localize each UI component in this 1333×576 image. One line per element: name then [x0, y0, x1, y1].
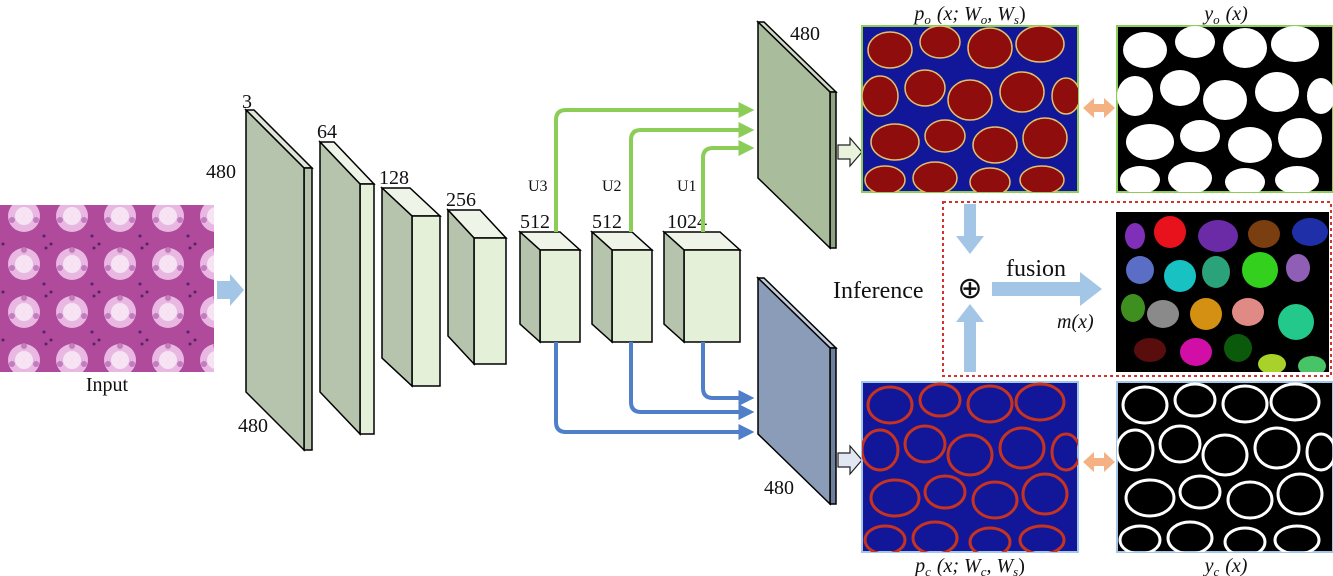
contour-ground-truth-map: [1116, 381, 1333, 553]
input-label: Input: [86, 374, 129, 396]
encoder-block-2: [318, 140, 376, 436]
object-ground-truth-title: yo (x): [1202, 3, 1248, 27]
object-output-layer: [756, 20, 838, 250]
object-probability-map: [861, 25, 1079, 193]
inference-label: Inference: [833, 278, 924, 304]
contour-output-size: 480: [764, 477, 794, 499]
encoder-block-5: [518, 230, 582, 344]
channel-label-7: 1024: [667, 211, 707, 233]
inference-up-arrow: [956, 304, 984, 372]
contour-probability-map: [861, 381, 1079, 553]
contour-output-layer: [756, 276, 838, 506]
channel-label-3: 128: [379, 167, 409, 189]
contour-compare-arrow: [1083, 452, 1115, 472]
input-image: [0, 205, 214, 372]
encoder-block-3: [380, 186, 442, 388]
input-arrow: [217, 274, 244, 306]
encoder-block-4: [446, 208, 508, 366]
upsample-label-u2: U2: [602, 178, 622, 195]
encoder-block-6: [590, 230, 654, 344]
inference-down-arrow: [956, 204, 984, 254]
contour-to-prob-arrow: [837, 444, 863, 476]
contour-ground-truth-title: yc (x): [1203, 555, 1248, 576]
inference-box: [942, 201, 1332, 377]
fusion-operator: ⊕: [957, 272, 982, 305]
channel-label-1: 3: [242, 91, 252, 113]
encoder-block-1: [244, 108, 314, 452]
channel-label-5: 512: [520, 211, 550, 233]
upsample-label-u1: U1: [677, 178, 697, 195]
object-ground-truth-map: [1116, 25, 1333, 193]
channel-label-2: 64: [317, 121, 337, 143]
object-compare-arrow: [1083, 98, 1115, 118]
instance-segmentation-map: [1116, 212, 1329, 372]
fusion-result-label: m(x): [1057, 311, 1094, 333]
channel-label-6: 512: [592, 211, 622, 233]
upsample-arrows-object: [554, 102, 755, 232]
encoder-block-7: [662, 230, 742, 344]
fusion-arrow: [992, 272, 1102, 306]
encoder-size-bottom: 480: [238, 415, 268, 437]
object-output-size: 480: [790, 23, 820, 45]
encoder-size-top: 480: [206, 161, 236, 183]
channel-label-4: 256: [446, 189, 476, 211]
object-to-prob-arrow: [837, 136, 863, 168]
upsample-arrows-contour: [554, 342, 755, 440]
upsample-label-u3: U3: [528, 178, 548, 195]
object-probability-title: po (x; Wo, Ws): [912, 3, 1025, 27]
contour-probability-title: pc (x; Wc, Ws): [913, 555, 1025, 576]
fusion-label: fusion: [1006, 256, 1066, 282]
